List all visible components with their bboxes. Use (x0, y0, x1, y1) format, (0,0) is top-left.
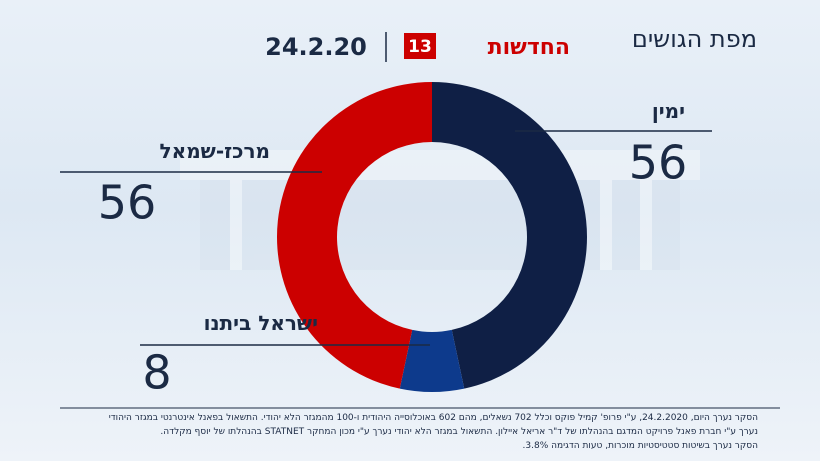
data-label: 56 (629, 136, 688, 190)
legend-label: מרכז-שמאל (160, 139, 270, 163)
data-label: 56 (98, 176, 157, 230)
legend-label: ישראל ביתנו (204, 311, 318, 335)
logo-box (404, 33, 436, 59)
footnote: נערך ע"י חברת פאנל פרויקט המדגם בהנהלתו … (160, 427, 758, 437)
footnote: הסקר נערך בשיטות סטטיסטיות מוכרות, טעות … (522, 441, 758, 451)
footnote: הסקר נערך היום, 24.2.2020, ע"י פרופ' קמי… (108, 413, 758, 423)
donut-segment (432, 82, 588, 389)
logo-number: 13 (408, 37, 432, 57)
logo-brand: החדשות (488, 35, 570, 60)
legend-label: ימין (652, 99, 685, 123)
building-backdrop (180, 150, 700, 270)
donut-segment (276, 82, 432, 389)
date: 24.2.20 (265, 33, 367, 61)
data-label: 8 (142, 346, 171, 400)
title: מפת הגושים (632, 25, 757, 53)
